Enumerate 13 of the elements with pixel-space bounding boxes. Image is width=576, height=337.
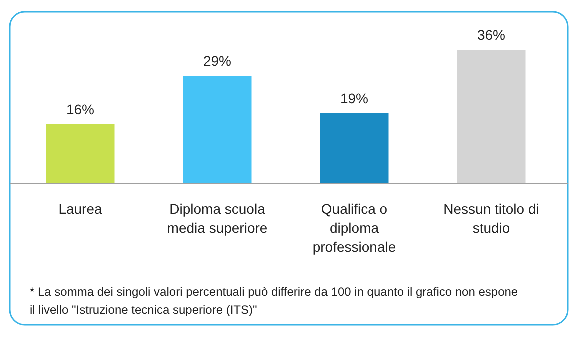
text: * La somma dei singoli valori percentuali può differire da 100 in quanto il grafico non espone il livello "Istruzione tecnica superiore (ITS)" [30, 285, 518, 317]
x-tick-label: Diploma scuola media superiore [167, 201, 268, 236]
bar [46, 124, 115, 184]
bar [320, 113, 389, 184]
data-label: 36% [477, 27, 506, 43]
data-label: 29% [203, 53, 232, 70]
bar [183, 76, 252, 184]
x-tick-label: Qualifica o diploma professionale [312, 201, 396, 255]
data-label: 16% [66, 101, 95, 118]
data-label: 19% [340, 90, 369, 106]
bar [457, 50, 526, 184]
x-tick-label: Laurea [58, 201, 103, 217]
x-tick-label: Nessun titolo di studio [444, 201, 540, 236]
